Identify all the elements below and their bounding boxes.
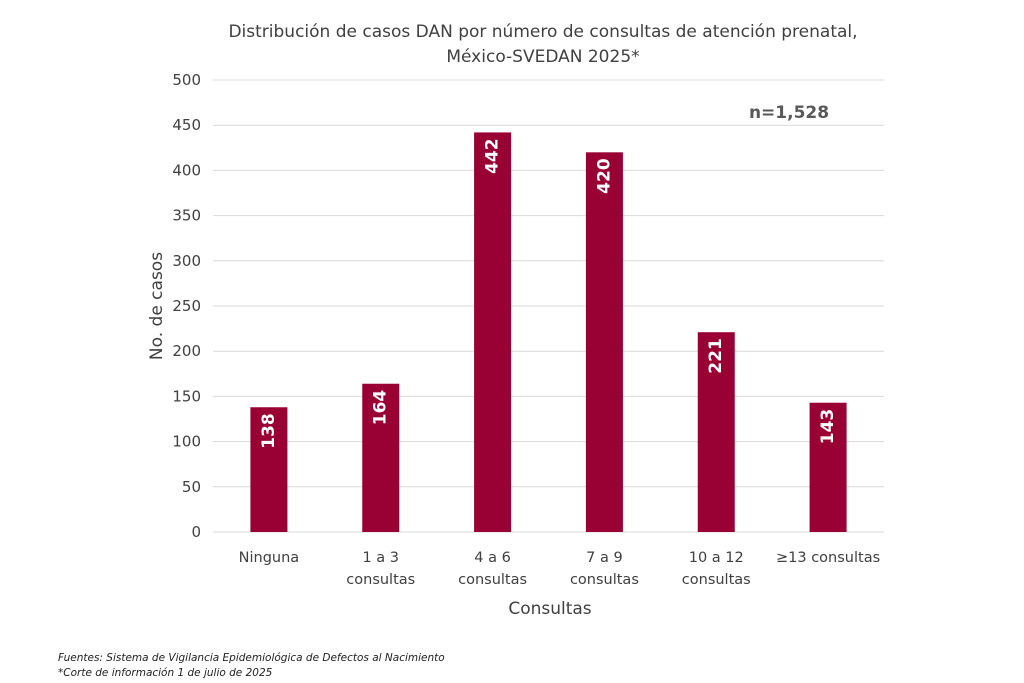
y-tick-label: 150 bbox=[172, 387, 201, 405]
bar-value-label: 420 bbox=[594, 158, 614, 194]
bar-value-label: 138 bbox=[259, 413, 279, 449]
bar bbox=[362, 383, 400, 532]
y-tick-label: 450 bbox=[172, 116, 201, 134]
bar bbox=[697, 332, 735, 532]
cutoff-footnote: *Corte de información 1 de julio de 2025 bbox=[58, 667, 273, 679]
y-axis-label: No. de casos bbox=[147, 252, 167, 360]
x-tick-label: ≥13 consultas bbox=[776, 550, 880, 566]
bar bbox=[474, 132, 512, 532]
x-tick-label: consultas bbox=[682, 572, 751, 588]
bar-chart: Distribución de casos DAN por número de … bbox=[147, 22, 884, 619]
bar-value-label: 221 bbox=[706, 338, 726, 374]
bar bbox=[809, 402, 847, 532]
bar-value-label: 164 bbox=[371, 390, 391, 426]
y-tick-label: 100 bbox=[172, 433, 201, 451]
bar-value-label: 442 bbox=[483, 138, 503, 174]
x-tick-label: Ninguna bbox=[239, 550, 300, 566]
y-tick-label: 350 bbox=[172, 207, 201, 225]
x-tick-label: 1 a 3 bbox=[362, 550, 399, 566]
bar bbox=[585, 152, 623, 532]
x-tick-label: 4 a 6 bbox=[474, 550, 511, 566]
y-tick-label: 400 bbox=[172, 161, 201, 179]
x-tick-label: 7 a 9 bbox=[586, 550, 623, 566]
y-tick-label: 0 bbox=[191, 523, 201, 541]
chart-title-line: México-SVEDAN 2025* bbox=[446, 47, 639, 67]
source-footnote: Fuentes: Sistema de Vigilancia Epidemiol… bbox=[58, 652, 445, 664]
y-tick-label: 50 bbox=[182, 478, 201, 496]
x-tick-label: consultas bbox=[458, 572, 527, 588]
sample-size-annotation: n=1,528 bbox=[749, 103, 829, 123]
y-tick-label: 300 bbox=[172, 252, 201, 270]
x-tick-label: 10 a 12 bbox=[689, 550, 744, 566]
bar bbox=[250, 407, 288, 532]
x-axis-label: Consultas bbox=[508, 599, 591, 619]
y-tick-label: 500 bbox=[172, 71, 201, 89]
chart-title-line: Distribución de casos DAN por número de … bbox=[228, 22, 857, 42]
y-tick-label: 200 bbox=[172, 342, 201, 360]
y-tick-label: 250 bbox=[172, 297, 201, 315]
x-tick-label: consultas bbox=[346, 572, 415, 588]
bar-value-label: 143 bbox=[818, 409, 838, 445]
x-tick-label: consultas bbox=[570, 572, 639, 588]
